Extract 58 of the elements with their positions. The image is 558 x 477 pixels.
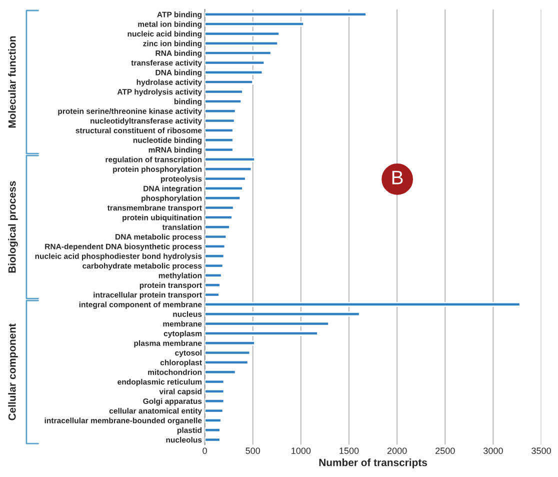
bar [204, 437, 221, 442]
bar [204, 214, 233, 220]
bar [204, 254, 225, 259]
bar [204, 22, 304, 27]
bar [204, 321, 330, 326]
x-tick-label: 1500 [340, 448, 359, 454]
bar [204, 156, 256, 162]
annotation: B [392, 170, 403, 184]
bar [204, 272, 222, 278]
bar [204, 40, 279, 46]
bar [204, 186, 244, 191]
bar [204, 138, 234, 143]
bar [204, 282, 221, 288]
bar [204, 70, 264, 75]
bar [204, 244, 226, 249]
bar [204, 418, 222, 423]
text: Biological process [8, 181, 18, 273]
x-tick-label: 2500 [436, 448, 455, 454]
x-tick-label: 500 [246, 448, 260, 454]
bar [204, 12, 367, 17]
x-tick-label: 0 [202, 448, 207, 454]
x-tick-label: 1000 [292, 448, 311, 454]
bar [204, 128, 234, 133]
bar [204, 176, 246, 182]
bar [204, 80, 254, 85]
bar [204, 428, 221, 433]
bar [204, 330, 318, 336]
text: Cellular component [8, 324, 18, 420]
bar [204, 60, 266, 66]
bar [204, 263, 224, 268]
bar [204, 50, 272, 56]
bar [204, 302, 521, 307]
x-tick-label: 3000 [483, 448, 503, 454]
bar [204, 360, 249, 365]
bar [204, 234, 228, 240]
bar [204, 398, 225, 404]
x-tick-label: 2000 [387, 448, 407, 454]
bar [204, 89, 244, 94]
bar [204, 370, 236, 375]
text: Molecular function [8, 36, 16, 128]
bar [204, 388, 225, 394]
bar [204, 340, 256, 346]
bar [204, 108, 236, 114]
bar [204, 292, 220, 298]
bar [204, 408, 224, 414]
bar [204, 205, 234, 210]
bar [204, 312, 360, 317]
bar [204, 379, 225, 384]
bar [204, 224, 230, 230]
bar [204, 196, 242, 201]
bar [204, 98, 242, 104]
bar [204, 31, 280, 36]
bar [204, 147, 234, 152]
x-tick-label: 3500 [532, 448, 551, 454]
bar [204, 118, 236, 124]
x-axis-title: Number of transcripts [319, 458, 428, 468]
bar [204, 350, 251, 356]
bar [204, 166, 252, 172]
